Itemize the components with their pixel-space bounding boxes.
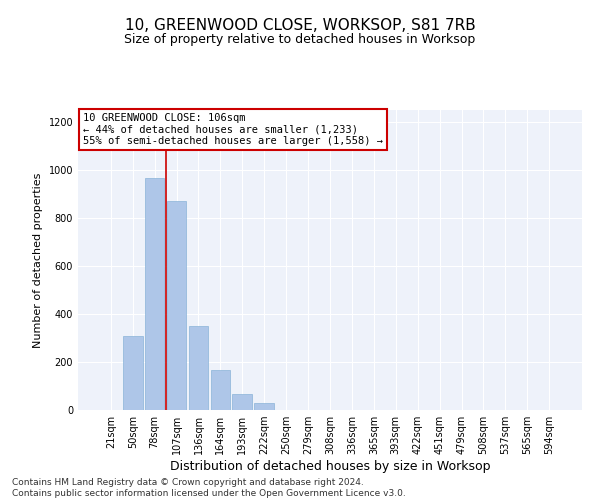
Bar	[145, 178, 164, 410]
Bar	[188, 326, 208, 410]
Y-axis label: Number of detached properties: Number of detached properties	[33, 172, 43, 348]
Bar	[167, 201, 187, 410]
X-axis label: Distribution of detached houses by size in Worksop: Distribution of detached houses by size …	[170, 460, 490, 473]
Bar	[232, 394, 252, 410]
Bar	[123, 336, 143, 410]
Text: 10, GREENWOOD CLOSE, WORKSOP, S81 7RB: 10, GREENWOOD CLOSE, WORKSOP, S81 7RB	[125, 18, 475, 32]
Text: 10 GREENWOOD CLOSE: 106sqm
← 44% of detached houses are smaller (1,233)
55% of s: 10 GREENWOOD CLOSE: 106sqm ← 44% of deta…	[83, 113, 383, 146]
Text: Size of property relative to detached houses in Worksop: Size of property relative to detached ho…	[124, 32, 476, 46]
Bar	[254, 404, 274, 410]
Bar	[211, 370, 230, 410]
Text: Contains HM Land Registry data © Crown copyright and database right 2024.
Contai: Contains HM Land Registry data © Crown c…	[12, 478, 406, 498]
